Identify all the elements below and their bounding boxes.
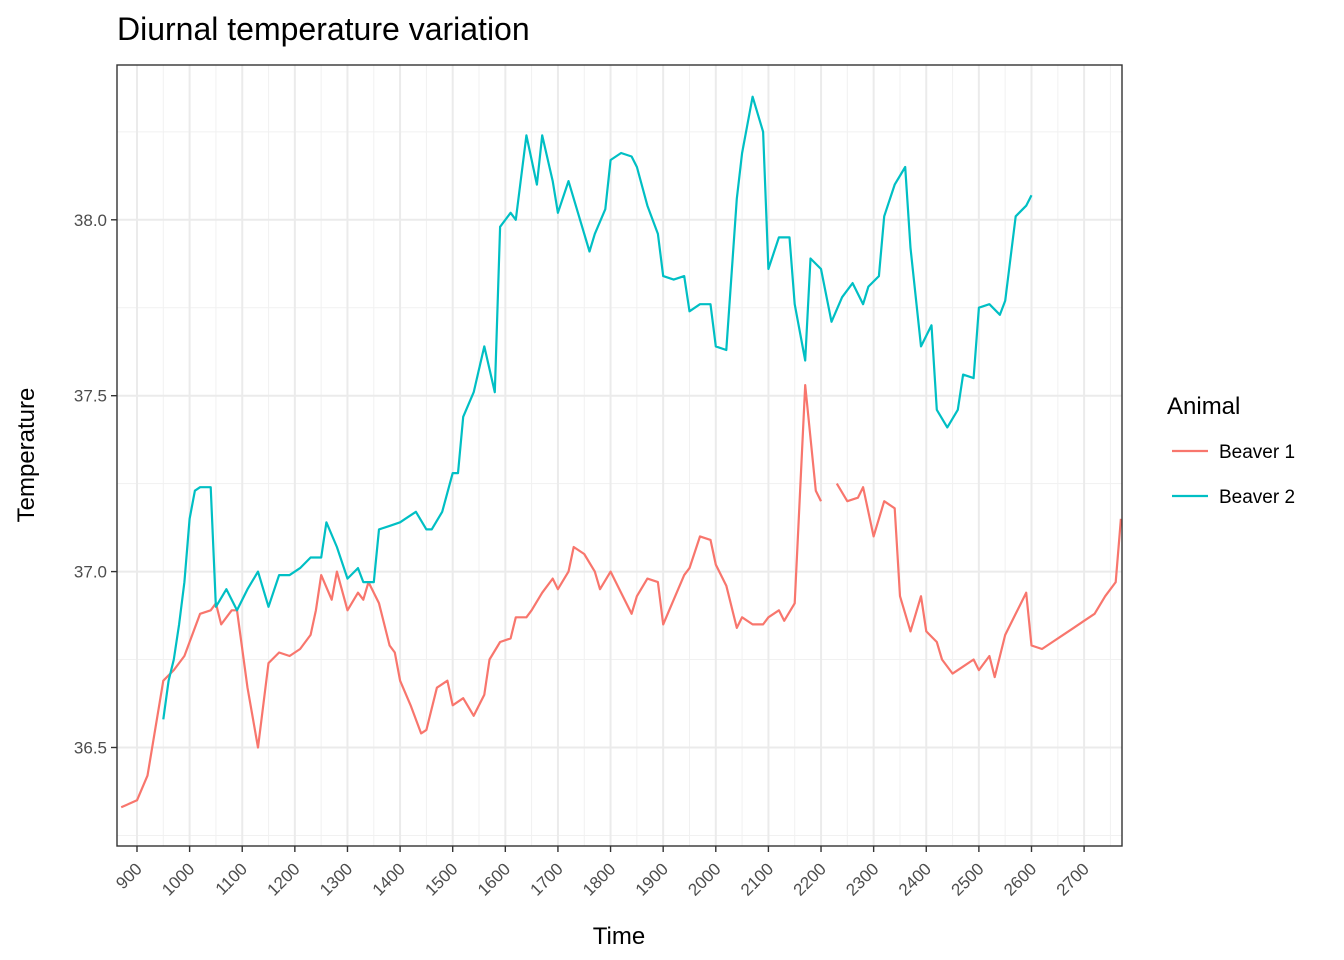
x-tick-label: 1500 xyxy=(421,859,461,899)
chart-title: Diurnal temperature variation xyxy=(117,11,530,47)
x-tick-label: 1700 xyxy=(527,859,567,899)
x-tick-label: 2700 xyxy=(1053,859,1093,899)
series-line-beaver-1 xyxy=(120,384,822,809)
y-tick-label: 38.0 xyxy=(74,211,107,230)
x-tick-label: 2300 xyxy=(842,859,882,899)
legend-label-beaver-1: Beaver 1 xyxy=(1219,442,1295,463)
x-tick-label: 1400 xyxy=(369,859,409,899)
series-line-beaver-2 xyxy=(162,95,1033,720)
x-tick-label: 2500 xyxy=(948,859,988,899)
plot-border xyxy=(116,64,1123,847)
x-tick-label: 1000 xyxy=(158,859,198,899)
y-tick-label: 37.5 xyxy=(74,387,107,406)
y-axis: 36.5 37.0 37.5 38.0 xyxy=(74,211,117,757)
x-tick-label: 1600 xyxy=(474,859,514,899)
series-line-beaver-1 xyxy=(835,483,1122,679)
x-tick-label: 1900 xyxy=(632,859,672,899)
x-tick-label: 1200 xyxy=(263,859,303,899)
x-tick-label: 2200 xyxy=(790,859,830,899)
x-tick-label: 1100 xyxy=(212,859,251,898)
x-tick-label: 2000 xyxy=(684,859,724,899)
x-axis-title: Time xyxy=(593,923,645,950)
x-tick-label: 2400 xyxy=(895,859,935,899)
x-tick-label: 900 xyxy=(112,859,145,892)
y-tick-label: 36.5 xyxy=(74,738,107,757)
x-tick-label: 2100 xyxy=(737,859,777,899)
x-tick-label: 2600 xyxy=(1000,859,1040,899)
major-grid xyxy=(117,65,1122,846)
legend: Animal Beaver 1 Beaver 2 xyxy=(1167,393,1295,508)
x-tick-label: 1800 xyxy=(579,859,619,899)
legend-title: Animal xyxy=(1167,393,1240,420)
minor-grid xyxy=(117,65,1122,846)
series-lines xyxy=(120,95,1122,809)
x-axis: 900 1000 1100 1200 1300 1400 1500 1600 1700 1800 1… xyxy=(112,846,1093,900)
x-tick-label: 1300 xyxy=(316,859,356,899)
y-tick-label: 37.0 xyxy=(74,563,107,582)
plot-panel xyxy=(117,65,1122,846)
legend-label-beaver-2: Beaver 2 xyxy=(1219,487,1295,508)
y-axis-title: Temperature xyxy=(13,388,40,523)
